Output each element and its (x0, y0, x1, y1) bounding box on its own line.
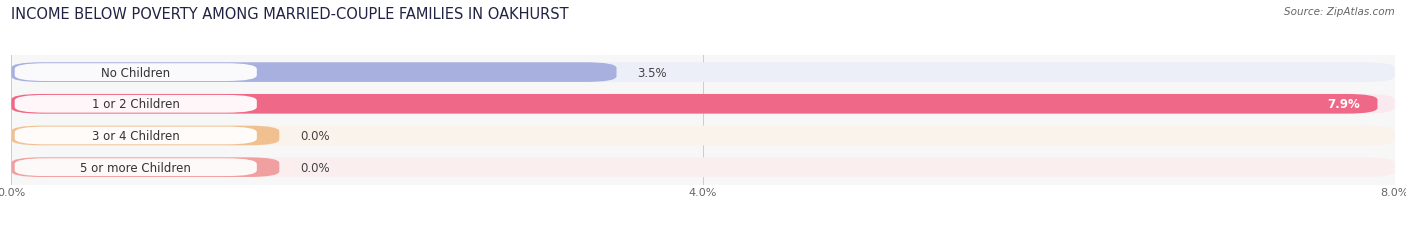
Text: 3 or 4 Children: 3 or 4 Children (91, 129, 180, 142)
FancyBboxPatch shape (11, 158, 1395, 177)
Text: 7.9%: 7.9% (1327, 98, 1360, 111)
FancyBboxPatch shape (11, 94, 1378, 114)
FancyBboxPatch shape (14, 64, 257, 82)
Text: 0.0%: 0.0% (299, 161, 329, 174)
Text: No Children: No Children (101, 66, 170, 79)
Text: 3.5%: 3.5% (637, 66, 666, 79)
Text: INCOME BELOW POVERTY AMONG MARRIED-COUPLE FAMILIES IN OAKHURST: INCOME BELOW POVERTY AMONG MARRIED-COUPL… (11, 7, 569, 22)
Text: 1 or 2 Children: 1 or 2 Children (91, 98, 180, 111)
Text: 0.0%: 0.0% (299, 129, 329, 142)
FancyBboxPatch shape (11, 158, 280, 177)
FancyBboxPatch shape (14, 127, 257, 145)
Text: 5 or more Children: 5 or more Children (80, 161, 191, 174)
FancyBboxPatch shape (14, 159, 257, 176)
FancyBboxPatch shape (11, 63, 1395, 82)
Text: Source: ZipAtlas.com: Source: ZipAtlas.com (1284, 7, 1395, 17)
FancyBboxPatch shape (14, 95, 257, 113)
FancyBboxPatch shape (11, 94, 1395, 114)
FancyBboxPatch shape (11, 126, 1395, 146)
FancyBboxPatch shape (11, 126, 280, 146)
FancyBboxPatch shape (11, 63, 616, 82)
